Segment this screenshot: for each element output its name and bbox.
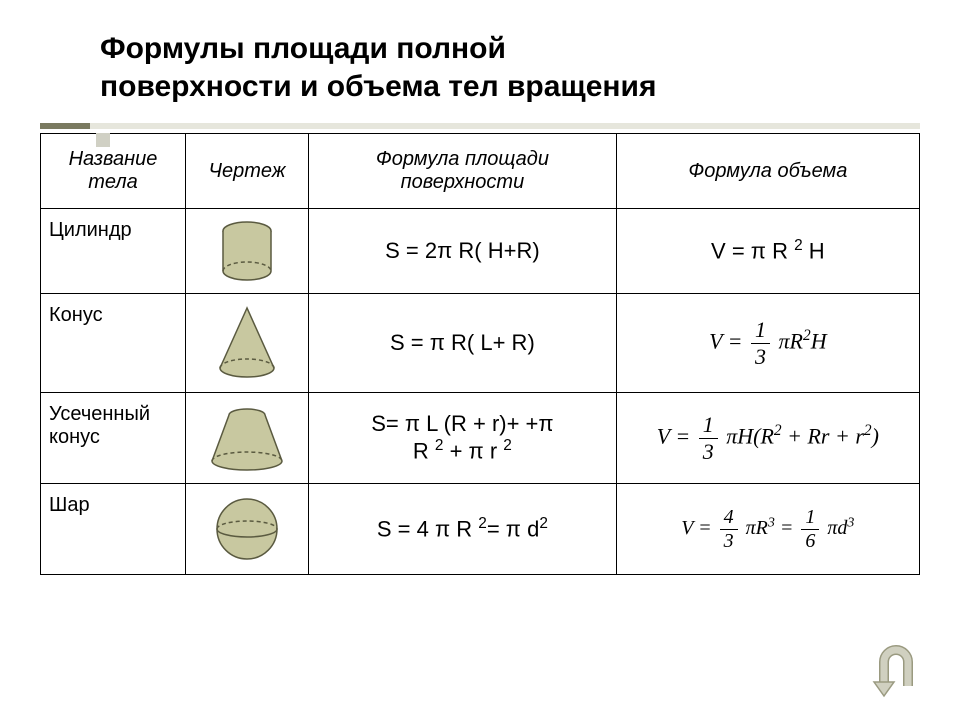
fig-cone [186, 294, 309, 393]
vol-cyl-exp: 2 [794, 237, 803, 254]
accent-bar [40, 123, 920, 129]
vol-cyl-a: V = π R [711, 239, 788, 264]
fig-cylinder [186, 209, 309, 294]
accent-light [90, 123, 920, 129]
vol-cyl-b: H [809, 239, 825, 264]
table-row: Цилиндр S = 2π R( H+R) V = π R 2 H [41, 209, 920, 294]
vs-pi2: π [822, 517, 837, 539]
af-e2: 2 [503, 437, 512, 454]
vc-r: R [790, 328, 803, 353]
fig-frustum [186, 393, 309, 484]
header-area: Формула площади поверхности [309, 134, 617, 209]
vol-cone: V = 13 πR2H [616, 294, 919, 393]
cylinder-icon [216, 219, 278, 283]
table-row: Конус S = π R( L+ R) V = 13 πR2H [41, 294, 920, 393]
cone-icon [212, 304, 282, 382]
vf-rr: Rr [807, 423, 829, 448]
sphere-icon [212, 494, 282, 564]
vf-d: 3 [699, 439, 718, 465]
name-cone: Конус [41, 294, 186, 393]
vs-d2: 6 [801, 530, 819, 553]
vs-de: 3 [847, 515, 854, 530]
vol-cylinder: V = π R 2 H [616, 209, 919, 294]
vc-num: 1 [751, 317, 770, 344]
area-cylinder: S = 2π R( H+R) [309, 209, 617, 294]
area-frustum: S= π L (R + r)+ +π R 2 + π r 2 [309, 393, 617, 484]
fig-sphere [186, 484, 309, 575]
name-cylinder: Цилиндр [41, 209, 186, 294]
slide: Формулы площади полной поверхности и объ… [0, 0, 960, 720]
vc-rexp: 2 [803, 327, 811, 344]
formulas-table: Название тела Чертеж Формула площади пов… [40, 133, 920, 575]
vs-r: R [756, 517, 768, 539]
area-cone: S = π R( L+ R) [309, 294, 617, 393]
vf-re: 2 [774, 422, 782, 439]
vf-r2: r [855, 423, 864, 448]
back-button[interactable] [864, 644, 920, 700]
vf-h: H [737, 423, 753, 448]
vc-pi: π [773, 328, 790, 353]
vf-c: ) [872, 423, 879, 448]
vs-f1: 43 [720, 506, 738, 553]
frustum-icon [204, 403, 290, 473]
title-line-1: Формулы площади полной [100, 32, 506, 65]
vs-f2: 16 [801, 506, 819, 553]
table-row: Усеченный конус S= π L (R + r)+ +π R 2 +… [41, 393, 920, 484]
as-e1: 2 [478, 515, 487, 532]
vf-p1: + [782, 423, 808, 448]
af-l1: S= π L (R + r)+ +π [371, 411, 553, 436]
vs-eq2: = [775, 517, 799, 539]
area-sphere: S = 4 π R 2= π d2 [309, 484, 617, 575]
vf-n: 1 [699, 412, 718, 439]
vs-d: d [837, 517, 847, 539]
vc-h: H [811, 328, 827, 353]
vf-eq: = [670, 423, 696, 448]
vf-r2e: 2 [864, 422, 872, 439]
vc-den: 3 [751, 344, 770, 370]
vol-sphere: V = 43 πR3 = 16 πd3 [616, 484, 919, 575]
table-header-row: Название тела Чертеж Формула площади пов… [41, 134, 920, 209]
table-row: Шар S = 4 π R 2= π d2 V = 43 πR3 = 16 πd… [41, 484, 920, 575]
page-title: Формулы площади полной поверхности и объ… [100, 30, 920, 105]
name-sphere: Шар [41, 484, 186, 575]
vf-frac: 13 [699, 412, 718, 465]
vs-d1: 3 [720, 530, 738, 553]
decor-square-icon [96, 133, 110, 147]
header-fig: Чертеж [186, 134, 309, 209]
vs-n1: 4 [720, 506, 738, 530]
title-line-2: поверхности и объема тел вращения [100, 70, 657, 103]
as-a: S = 4 π R [377, 517, 478, 542]
vf-pi: π [721, 423, 738, 448]
vs-re: 3 [768, 515, 775, 530]
vs-eq1: = [693, 517, 717, 539]
vc-frac: 13 [751, 317, 770, 370]
af-l2b: + π r [443, 439, 503, 464]
as-b: = π d [487, 517, 540, 542]
header-name: Название тела [41, 134, 186, 209]
vf-p2: + [829, 423, 855, 448]
af-l2a: R [413, 439, 435, 464]
as-e2: 2 [539, 515, 548, 532]
accent-dark [40, 123, 90, 129]
vf-r: R [760, 423, 773, 448]
u-turn-icon [864, 644, 920, 700]
vs-v: V [681, 517, 693, 539]
vol-frustum: V = 13 πH(R2 + Rr + r2) [616, 393, 919, 484]
header-vol: Формула объема [616, 134, 919, 209]
vc-eq: = [722, 328, 748, 353]
name-frustum: Усеченный конус [41, 393, 186, 484]
vf-v: V [657, 423, 670, 448]
vs-n2: 1 [801, 506, 819, 530]
vc-v: V [709, 328, 722, 353]
vs-pi1: π [741, 517, 756, 539]
